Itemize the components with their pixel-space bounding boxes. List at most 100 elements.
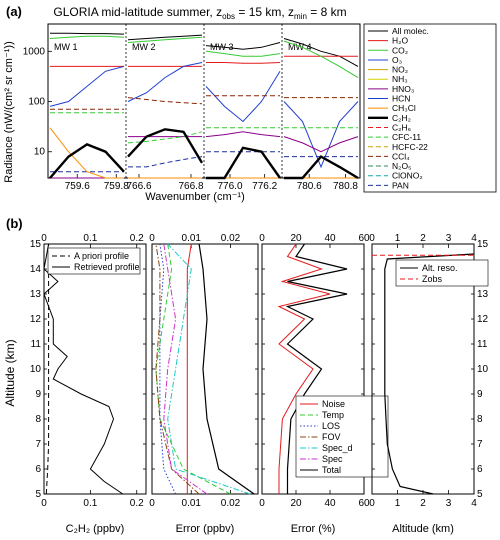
panel-a-label: (a) xyxy=(6,4,22,19)
y-tick-label: 7 xyxy=(35,439,41,450)
legend-item: NO₂ xyxy=(392,65,408,75)
y-tick-label: 13 xyxy=(477,289,489,300)
series-line xyxy=(49,35,125,39)
x-tick-label: 780.6 xyxy=(297,181,322,192)
y-tick-label: 6 xyxy=(477,464,483,475)
series-line xyxy=(127,131,203,144)
x-tick-label-top: 0 xyxy=(41,233,47,244)
x-tick-label: 4 xyxy=(471,498,477,509)
legend-item: Alt. reso. xyxy=(422,263,458,273)
y-tick-label: 10 xyxy=(34,147,46,158)
legend-item: FOV xyxy=(322,432,341,442)
y-tick-label: 10 xyxy=(30,364,42,375)
legend-item: C₂H₂ xyxy=(392,113,411,123)
y-tick-label: 5 xyxy=(35,489,41,500)
y-tick-label: 9 xyxy=(35,389,41,400)
x-tick-label-top: 0.1 xyxy=(83,233,97,244)
x-tick-label: 60 xyxy=(358,498,370,509)
legend-box xyxy=(395,259,489,287)
legend-item: N₂O₅ xyxy=(392,161,411,171)
series-line xyxy=(127,34,203,41)
legend-item: All molec. xyxy=(392,26,429,36)
p2-xlabel: Error (ppbv) xyxy=(176,523,235,535)
legend-box xyxy=(295,395,389,478)
x-tick-label: 776.0 xyxy=(217,181,242,192)
series-line xyxy=(128,156,203,168)
x-tick-label: 0 xyxy=(259,498,265,509)
series-line xyxy=(206,146,281,180)
noise-pct-line xyxy=(277,243,331,494)
x-tick-label: 2 xyxy=(420,498,426,509)
x-tick-label: 759.6 xyxy=(65,181,90,192)
y-tick-label: 15 xyxy=(30,239,42,250)
series-line xyxy=(205,50,281,57)
x-tick-label: 0 xyxy=(41,498,47,509)
y-tick-label: 8 xyxy=(35,414,41,425)
error-series-line xyxy=(167,243,251,495)
series-line xyxy=(205,71,281,123)
x-tick-label-top: 0.2 xyxy=(130,233,144,244)
series-line xyxy=(283,38,359,67)
total-pct-line xyxy=(285,243,348,494)
legend-item: LOS xyxy=(322,421,340,431)
x-tick-label: 0.1 xyxy=(83,498,97,509)
p2-frame xyxy=(151,243,259,495)
legend-item: HNO₃ xyxy=(392,84,414,94)
y-tick-label: 14 xyxy=(30,264,42,275)
series-line xyxy=(49,65,125,107)
x-tick-label: 1 xyxy=(395,498,401,509)
y-tick-label: 11 xyxy=(477,339,488,350)
y-tick-label: 10 xyxy=(477,364,489,375)
legend-item: HCN xyxy=(392,94,410,104)
series-line xyxy=(49,143,125,179)
series-line xyxy=(205,42,281,50)
panel-a-legend: All molec.H₂OCO₂O₃NO₂NH₃HNO₃HCNCH₃ClC₂H₂… xyxy=(363,23,497,193)
error-series-line xyxy=(198,243,255,495)
x-tick-label: 0.2 xyxy=(130,498,144,509)
series-line xyxy=(205,131,281,138)
legend-item: C₂H₆ xyxy=(392,122,411,132)
error-series-line xyxy=(155,243,231,495)
x-tick-label-top: 0 xyxy=(259,233,265,244)
series-line xyxy=(127,128,204,164)
x-tick-label-top: 20 xyxy=(290,233,302,244)
legend-item: Total xyxy=(322,465,341,475)
legend-item: CO₂ xyxy=(392,45,408,55)
x-tick-label-top: 2 xyxy=(420,233,426,244)
y-tick-label: 7 xyxy=(477,439,483,450)
legend-item: Noise xyxy=(322,399,345,409)
legend-item: Spec xyxy=(322,454,343,464)
x-tick-label-top: 4 xyxy=(471,233,477,244)
legend-item: HCFC-22 xyxy=(392,142,428,152)
y-tick-label: 12 xyxy=(477,314,489,325)
y-tick-label: 6 xyxy=(35,464,41,475)
y-tick-label: 100 xyxy=(28,97,45,108)
y-tick-label: 12 xyxy=(30,314,42,325)
legend-item: A priori profile xyxy=(74,251,129,261)
legend-item: CH₃Cl xyxy=(392,103,416,113)
x-tick-label-top: 60 xyxy=(358,233,370,244)
series-line xyxy=(49,127,124,179)
x-tick-label: 0 xyxy=(369,498,375,509)
x-tick-label: 20 xyxy=(290,498,302,509)
p3-xlabel: Error (%) xyxy=(291,523,336,535)
legend-item: PAN xyxy=(392,180,409,190)
panel-b-ylabel: Altitude (km) xyxy=(3,339,17,406)
panel-a-title: GLORIA mid-latitude summer, zobs = 15 km… xyxy=(53,5,346,21)
series-line xyxy=(283,101,359,169)
p1-xlabel: C₂H₂ (ppbv) xyxy=(66,523,125,535)
x-tick-label: 40 xyxy=(324,498,336,509)
x-tick-label-top: 0 xyxy=(149,233,155,244)
error-series-line xyxy=(163,243,208,495)
y-tick-label: 13 xyxy=(30,289,42,300)
y-tick-label: 5 xyxy=(477,489,483,500)
x-tick-label-top: 0.01 xyxy=(182,233,202,244)
legend-item: Zobs xyxy=(422,274,443,284)
series-line xyxy=(283,136,359,153)
legend-item: Spec_d xyxy=(322,443,353,453)
p1-frame xyxy=(43,243,147,495)
legend-item: Retrieved profile xyxy=(74,262,140,272)
p4-xlabel: Altitude (km) xyxy=(392,523,454,535)
